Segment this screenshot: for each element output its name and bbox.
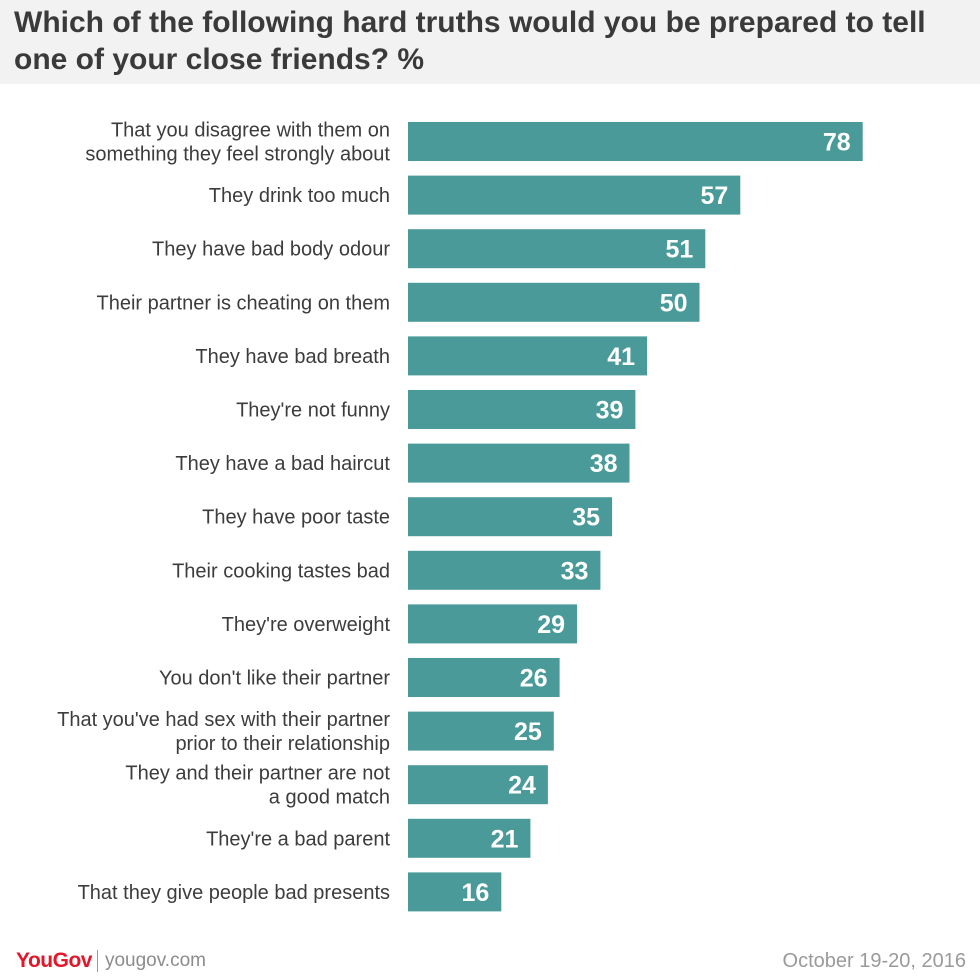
bar-value-label: 16 [461,879,489,907]
bar-value-label: 21 [491,825,519,853]
footer-brand: YouGov yougov.com [16,947,206,975]
category-label: You don't like their partner [159,668,390,690]
category-label: Their partner is cheating on them [97,292,391,314]
bar [408,390,636,429]
category-label-line: They and their partner are not [125,763,390,785]
yougov-logo[interactable]: YouGov [16,949,92,972]
category-label-line: They have bad breath [195,346,390,368]
category-label-line: That they give people bad presents [78,882,390,904]
bar-value-label: 33 [561,557,589,585]
category-label-line: a good match [269,787,390,809]
category-label-line: prior to their relationship [175,733,390,755]
category-label: That they give people bad presents [78,882,390,904]
category-label-line: They have bad body odour [152,239,390,261]
category-label: They have bad body odour [152,239,390,261]
category-label: That you disagree with them on something … [85,120,390,166]
category-label: They have poor taste [202,507,390,529]
bar-value-label: 26 [520,665,548,693]
bar [408,336,647,376]
category-label: They have bad breath [195,346,390,368]
category-label-line: That you disagree with them on [111,120,390,142]
title-banner: Which of the following hard truths would… [0,0,980,84]
category-label-line: They drink too much [209,185,390,207]
category-label-line: They're overweight [222,614,391,636]
bar [408,175,741,215]
site-link[interactable]: yougov.com [104,950,206,971]
bar-value-label: 25 [514,718,542,746]
bar [408,658,560,697]
bar [408,818,531,858]
bar-value-label: 41 [607,343,635,371]
category-label-line: They're a bad parent [206,828,390,850]
category-label-line: Their cooking tastes bad [172,560,390,582]
category-label-line: They have a bad haircut [175,453,390,475]
bar-value-label: 50 [660,289,688,317]
category-label-line: Their partner is cheating on them [97,292,391,314]
bar [408,443,630,483]
chart-title: Which of the following hard truths would… [14,6,926,76]
category-label-line: They have poor taste [202,507,390,529]
category-label-line: They're not funny [236,400,390,422]
category-label: They're not funny [236,400,390,422]
category-label-line: You don't like their partner [159,668,390,690]
bar [408,711,554,751]
bar-value-label: 29 [537,611,565,639]
bar [408,550,601,590]
category-label: They're a bad parent [206,828,390,850]
category-label: They drink too much [209,185,390,207]
bar-value-label: 24 [508,772,536,800]
bar [408,765,548,805]
bar [408,122,863,161]
bar [408,604,578,644]
bar-value-label: 38 [590,450,618,478]
bar-value-label: 57 [700,182,728,210]
bar [408,872,502,912]
bar-value-label: 78 [823,129,851,157]
footer-divider [96,950,98,972]
bar-value-label: 35 [572,504,600,532]
category-label-line: That you've had sex with their partner [57,709,390,731]
category-label: They have a bad haircut [175,453,390,475]
category-label: They're overweight [222,614,391,636]
bar [408,229,706,269]
survey-date: October 19-20, 2016 [782,950,966,972]
category-label: That you've had sex with their partner pr… [57,709,390,755]
category-label: They and their partner are not a good mat… [125,763,390,809]
bar [408,497,613,537]
bar-value-label: 51 [665,236,693,264]
category-label-line: something they feel strongly about [85,144,390,166]
category-label: Their cooking tastes bad [172,560,390,582]
bar-value-label: 39 [596,397,624,425]
bar [408,282,700,322]
